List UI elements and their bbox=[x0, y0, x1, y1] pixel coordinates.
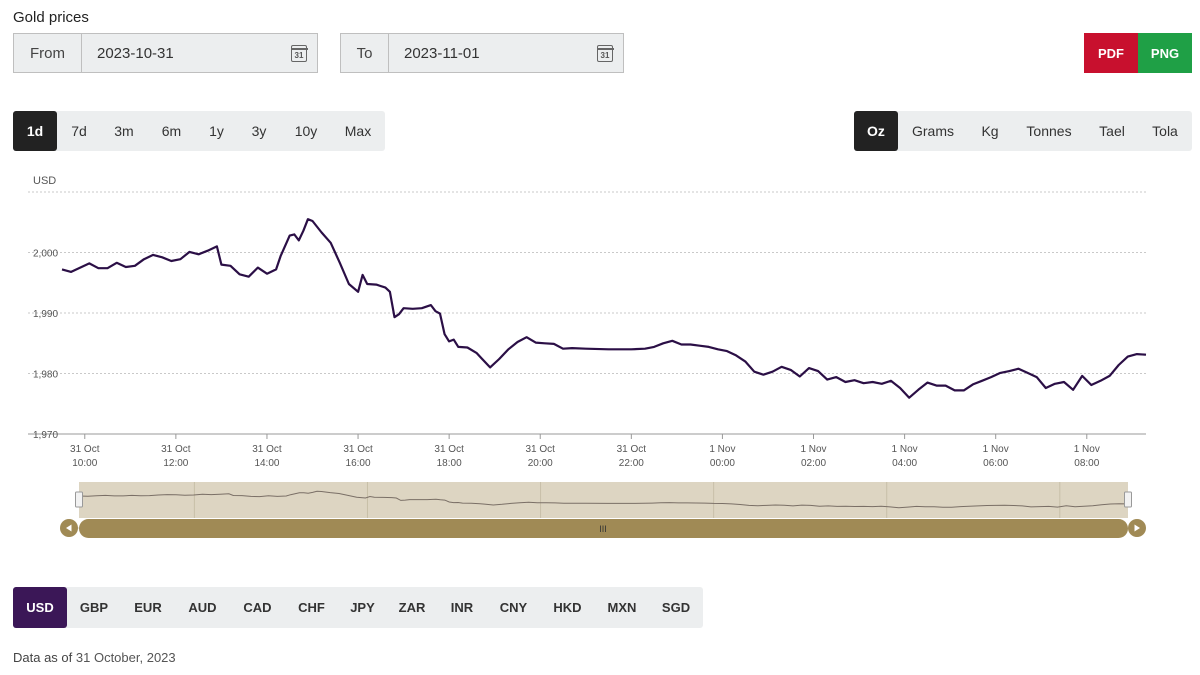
unit-button-oz[interactable]: Oz bbox=[854, 111, 898, 151]
navigator-window[interactable] bbox=[79, 482, 1128, 518]
navigator-scrollbar[interactable] bbox=[79, 519, 1128, 538]
range-button-3y[interactable]: 3y bbox=[251, 123, 267, 139]
range-button-10y[interactable]: 10y bbox=[294, 123, 318, 139]
currency-button-cad[interactable]: CAD bbox=[243, 600, 272, 615]
to-date-input[interactable]: 2023-11-01 31 bbox=[389, 34, 623, 72]
page-title: Gold prices bbox=[13, 9, 89, 26]
data-as-of: Data as of 31 October, 2023 bbox=[13, 650, 176, 665]
currency-button-jpy[interactable]: JPY bbox=[350, 600, 375, 615]
range-button-3m[interactable]: 3m bbox=[114, 123, 134, 139]
currency-selector: USD GBP EUR AUD CAD CHF JPY ZAR INR CNY HKD MXN SGD bbox=[13, 587, 703, 628]
x-tick-label-day: 1 Nov bbox=[983, 444, 1009, 455]
range-button-6m[interactable]: 6m bbox=[161, 123, 182, 139]
x-tick-label-day: 31 Oct bbox=[526, 444, 556, 455]
grid-lines bbox=[28, 191, 1146, 435]
png-export-button[interactable]: PNG bbox=[1138, 33, 1192, 73]
currency-button-zar[interactable]: ZAR bbox=[398, 600, 426, 615]
range-navigator[interactable]: III bbox=[60, 482, 1146, 538]
from-date-input[interactable]: 2023-10-31 31 bbox=[82, 34, 317, 72]
currency-button-eur[interactable]: EUR bbox=[134, 600, 162, 615]
range-button-1y[interactable]: 1y bbox=[209, 123, 224, 139]
pdf-export-button[interactable]: PDF bbox=[1084, 33, 1138, 73]
x-tick-label-time: 12:00 bbox=[163, 458, 188, 469]
x-tick-label-day: 31 Oct bbox=[343, 444, 373, 455]
scroll-right-icon bbox=[1134, 524, 1140, 532]
price-line bbox=[61, 218, 1147, 399]
data-as-of-prefix: Data as of bbox=[13, 650, 73, 665]
to-date-value: 2023-11-01 bbox=[404, 44, 480, 62]
from-date-picker[interactable]: From 2023-10-31 31 bbox=[13, 33, 318, 73]
navigator-handle[interactable] bbox=[75, 491, 83, 508]
x-tick-label-time: 02:00 bbox=[801, 458, 826, 469]
to-date-picker[interactable]: To 2023-11-01 31 bbox=[340, 33, 624, 73]
unit-button-grams[interactable]: Grams bbox=[912, 123, 954, 139]
navigator-series-line bbox=[78, 490, 1129, 509]
scrollbar-grip-icon: III bbox=[599, 524, 607, 534]
x-tick-label-day: 31 Oct bbox=[252, 444, 282, 455]
x-tick-label-time: 10:00 bbox=[72, 458, 97, 469]
unit-button-tonnes[interactable]: Tonnes bbox=[1026, 123, 1072, 139]
currency-button-hkd[interactable]: HKD bbox=[553, 600, 582, 615]
y-axis-unit-label: USD bbox=[33, 175, 56, 187]
x-tick-label-time: 06:00 bbox=[983, 458, 1008, 469]
unit-button-tola[interactable]: Tola bbox=[1152, 123, 1178, 139]
price-series bbox=[61, 218, 1147, 399]
currency-button-inr[interactable]: INR bbox=[450, 600, 474, 615]
range-selector: 1d 7d 3m 6m 1y 3y 10y Max bbox=[13, 111, 385, 151]
x-tick-label-time: 16:00 bbox=[346, 458, 371, 469]
currency-button-usd[interactable]: USD bbox=[13, 587, 67, 628]
currency-button-mxn[interactable]: MXN bbox=[607, 600, 637, 615]
x-tick-label-time: 04:00 bbox=[892, 458, 917, 469]
y-tick-label: 1,970 bbox=[33, 430, 58, 441]
x-tick-label-time: 22:00 bbox=[619, 458, 644, 469]
x-tick-label-day: 31 Oct bbox=[161, 444, 191, 455]
x-tick-label-day: 1 Nov bbox=[1074, 444, 1100, 455]
x-tick-label-time: 18:00 bbox=[437, 458, 462, 469]
range-button-1d[interactable]: 1d bbox=[13, 111, 57, 151]
unit-button-kg[interactable]: Kg bbox=[981, 123, 999, 139]
unit-button-tael[interactable]: Tael bbox=[1099, 123, 1125, 139]
x-tick-label-time: 08:00 bbox=[1074, 458, 1099, 469]
currency-button-gbp[interactable]: GBP bbox=[79, 600, 109, 615]
x-tick-label-day: 1 Nov bbox=[800, 444, 826, 455]
navigator-handle[interactable] bbox=[1124, 491, 1132, 508]
unit-selector: Oz Grams Kg Tonnes Tael Tola bbox=[854, 111, 1192, 151]
x-tick-label-time: 00:00 bbox=[710, 458, 735, 469]
from-label: From bbox=[14, 34, 82, 72]
currency-button-cny[interactable]: CNY bbox=[499, 600, 528, 615]
data-as-of-date: 31 October, 2023 bbox=[75, 650, 176, 665]
y-tick-label: 2,000 bbox=[33, 249, 58, 260]
calendar-icon[interactable]: 31 bbox=[596, 45, 614, 62]
scroll-left-icon bbox=[66, 524, 72, 532]
x-axis-labels: 31 Oct 10:00 31 Oct 12:00 31 Oct 14:00 31 Oct 1… bbox=[70, 434, 1100, 469]
range-button-7d[interactable]: 7d bbox=[71, 123, 87, 139]
calendar-icon[interactable]: 31 bbox=[290, 45, 308, 62]
x-tick-label-time: 20:00 bbox=[528, 458, 553, 469]
currency-button-sgd[interactable]: SGD bbox=[661, 600, 691, 615]
y-tick-label: 1,980 bbox=[33, 370, 58, 381]
from-date-value: 2023-10-31 bbox=[97, 44, 174, 62]
range-button-max[interactable]: Max bbox=[344, 123, 372, 139]
currency-button-aud[interactable]: AUD bbox=[188, 600, 217, 615]
y-axis-labels: USD 1,970 1,980 1,990 2,000 bbox=[33, 175, 58, 441]
x-tick-label-day: 1 Nov bbox=[709, 444, 735, 455]
currency-button-chf[interactable]: CHF bbox=[298, 600, 325, 615]
x-tick-label-time: 14:00 bbox=[254, 458, 279, 469]
x-tick-label-day: 31 Oct bbox=[70, 444, 100, 455]
x-tick-label-day: 31 Oct bbox=[434, 444, 464, 455]
x-tick-label-day: 31 Oct bbox=[617, 444, 647, 455]
to-label: To bbox=[341, 34, 389, 72]
x-tick-label-day: 1 Nov bbox=[892, 444, 918, 455]
export-buttons: PDF PNG bbox=[1084, 33, 1192, 73]
y-tick-label: 1,990 bbox=[33, 309, 58, 320]
